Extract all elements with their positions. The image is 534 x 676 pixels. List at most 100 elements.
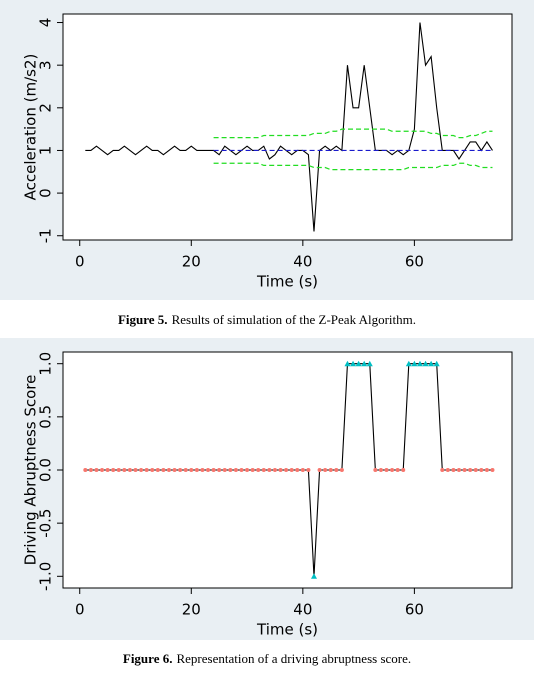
data-line (85, 22, 493, 232)
point-marker (339, 468, 344, 472)
point-marker (462, 468, 467, 472)
point-marker (401, 468, 406, 472)
point-marker (473, 468, 478, 472)
point-marker (161, 468, 166, 472)
x-tick-label: 20 (182, 253, 201, 271)
point-marker (440, 468, 445, 472)
point-marker (484, 468, 489, 472)
y-tick-label: 0.0 (37, 458, 55, 482)
point-marker (200, 468, 205, 472)
caption-text: Representation of a driving abruptness s… (176, 651, 411, 666)
point-marker (350, 360, 357, 367)
point-marker (239, 468, 244, 472)
point-marker (295, 468, 300, 472)
point-marker (390, 468, 395, 472)
point-marker (222, 468, 227, 472)
caption-text: Results of simulation of the Z-Peak Algo… (172, 312, 416, 327)
point-marker (217, 468, 222, 472)
point-marker (183, 468, 188, 472)
point-marker (328, 468, 333, 472)
point-marker (366, 360, 373, 367)
point-marker (194, 468, 199, 472)
figure-caption: Figure 6. Representation of a driving abr… (123, 651, 411, 666)
x-axis-title: Time (s) (256, 273, 318, 291)
point-marker (361, 360, 368, 367)
point-marker (378, 468, 383, 472)
point-marker (133, 468, 138, 472)
point-marker (278, 468, 283, 472)
point-marker (256, 468, 261, 472)
point-marker (395, 468, 400, 472)
point-marker (317, 468, 322, 472)
point-marker (334, 468, 339, 472)
y-tick-label: 1.0 (37, 352, 55, 376)
data-line (213, 162, 493, 171)
point-marker (384, 468, 389, 472)
point-marker (150, 468, 155, 472)
point-marker (261, 468, 266, 472)
data-line (213, 128, 493, 139)
x-tick-label: 60 (405, 601, 424, 619)
point-marker (479, 468, 484, 472)
point-marker (272, 468, 277, 472)
caption-label: Figure 5. (118, 312, 168, 327)
y-tick-label: 4 (37, 18, 55, 28)
point-marker (284, 468, 289, 472)
x-tick-label: 40 (293, 253, 312, 271)
point-marker (490, 468, 495, 472)
point-marker (405, 360, 412, 367)
point-marker (468, 468, 473, 472)
y-tick-label: 2 (37, 103, 55, 113)
point-marker (233, 468, 238, 472)
point-marker (416, 360, 423, 367)
point-marker (139, 468, 144, 472)
point-marker (411, 360, 418, 367)
point-marker (211, 468, 216, 472)
point-marker (155, 468, 160, 472)
point-marker (116, 468, 121, 472)
point-marker (267, 468, 272, 472)
point-marker (122, 468, 127, 472)
point-marker (172, 468, 177, 472)
point-marker (306, 468, 311, 472)
y-axis-title: Acceleration (m/s2) (22, 54, 40, 201)
point-marker (144, 468, 149, 472)
figure-caption: Figure 5. Results of simulation of the Z-… (118, 312, 416, 327)
point-marker (228, 468, 233, 472)
point-marker (94, 468, 99, 472)
caption-label: Figure 6. (123, 651, 173, 666)
x-tick-label: 20 (182, 601, 201, 619)
x-tick-label: 0 (75, 253, 85, 271)
point-marker (250, 468, 255, 472)
point-marker (344, 360, 351, 367)
point-marker (451, 468, 456, 472)
point-marker (178, 468, 183, 472)
point-marker (189, 468, 194, 472)
point-marker (310, 573, 317, 579)
x-tick-label: 0 (75, 601, 85, 619)
point-marker (445, 468, 450, 472)
y-tick-label: -0.5 (37, 509, 55, 538)
point-marker (206, 468, 211, 472)
point-marker (373, 468, 378, 472)
point-marker (457, 468, 462, 472)
point-marker (100, 468, 105, 472)
point-marker (428, 360, 435, 367)
point-marker (355, 360, 362, 367)
x-axis-title: Time (s) (256, 621, 318, 639)
point-marker (289, 468, 294, 472)
y-axis-title: Driving Abruptness Score (22, 375, 40, 566)
point-marker (88, 468, 93, 472)
y-tick-label: -1.0 (37, 562, 55, 591)
y-tick-label: 1 (37, 146, 55, 156)
point-marker (127, 468, 132, 472)
y-tick-label: -1 (37, 228, 55, 243)
y-tick-label: 3 (37, 60, 55, 70)
point-marker (433, 360, 440, 367)
y-tick-label: 0.5 (37, 405, 55, 429)
y-tick-label: 0 (37, 188, 55, 198)
plot-area (62, 13, 513, 241)
point-marker (422, 360, 429, 367)
point-marker (83, 468, 88, 472)
